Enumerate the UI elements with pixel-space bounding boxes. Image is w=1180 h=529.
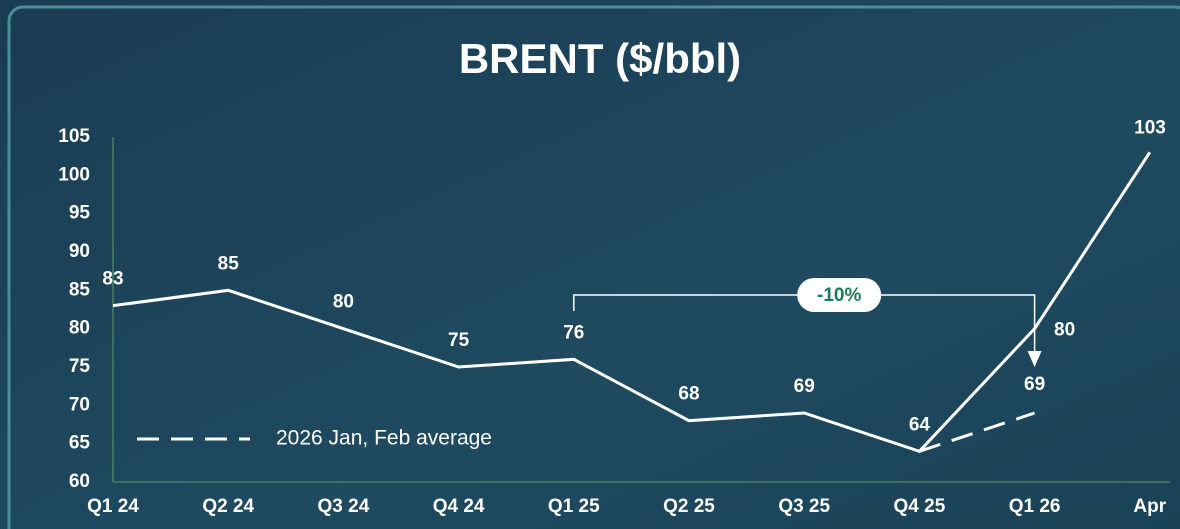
data-label: 64	[909, 414, 931, 435]
data-label: 69	[1024, 374, 1045, 395]
x-tick-label: Q2 25	[663, 496, 715, 517]
dashed-line	[918, 411, 1036, 453]
data-label: 69	[794, 376, 815, 397]
y-tick-label: 65	[69, 433, 91, 454]
y-tick-label: 75	[69, 356, 91, 377]
data-label: 76	[563, 322, 584, 343]
y-tick-label: 90	[69, 241, 90, 262]
y-tick-label: 100	[58, 164, 90, 185]
y-tick-label: 70	[69, 394, 90, 415]
x-tick-label: Apr	[1133, 496, 1166, 517]
data-label: 85	[218, 253, 240, 274]
y-tick-label: 85	[69, 279, 91, 300]
annotation-pill	[797, 278, 882, 312]
data-label: 83	[102, 269, 123, 290]
frame	[7, 5, 1180, 529]
x-tick-label: Q4 25	[894, 496, 946, 517]
y-tick-label: 60	[69, 471, 90, 492]
annotation-arrow	[1027, 351, 1042, 367]
chart-title: BRENT ($/bbl)	[459, 35, 741, 82]
x-tick-label: Q3 24	[318, 496, 370, 517]
legend-label: 2026 Jan, Feb average	[276, 427, 492, 450]
x-tick-label: Q4 24	[433, 496, 485, 517]
y-tick-label: 95	[69, 203, 91, 224]
x-tick-label: Q2 24	[202, 496, 254, 517]
y-tick-label: 105	[58, 126, 90, 147]
line	[112, 151, 1152, 454]
data-label: 75	[448, 330, 470, 351]
x-tick-label: Q1 24	[87, 496, 139, 517]
data-label: 68	[678, 384, 699, 405]
data-label: 103	[1134, 117, 1166, 138]
y-tick-label: 80	[69, 318, 90, 339]
x-tick-label: Q1 25	[548, 496, 600, 517]
annotation-label: -10%	[817, 285, 861, 306]
data-label: 80	[333, 292, 354, 313]
data-label: 80	[1054, 320, 1075, 341]
x-tick-label: Q1 26	[1009, 496, 1061, 517]
x-tick-label: Q3 25	[778, 496, 830, 517]
